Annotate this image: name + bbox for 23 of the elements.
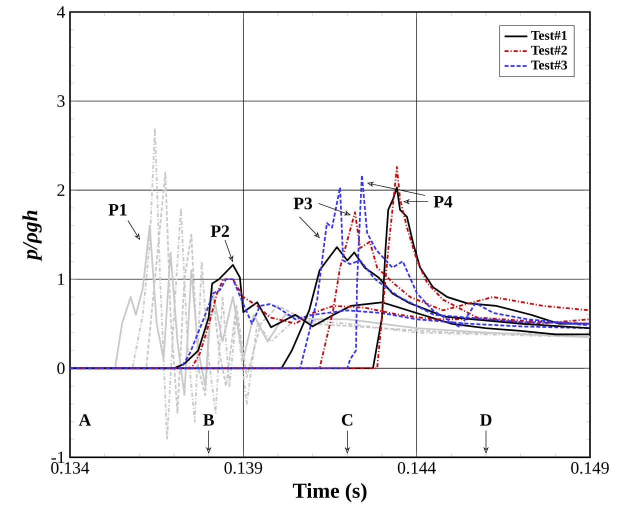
y-tick-label: 3 <box>57 95 65 108</box>
x-tick-label: 0.134 <box>51 462 90 474</box>
annotation: C <box>342 414 352 426</box>
y-tick-label: -1 <box>52 452 64 464</box>
x-tick-label: 0.139 <box>224 462 262 474</box>
y-tick-label: 0 <box>57 362 65 374</box>
annotation: P3 <box>294 198 312 210</box>
annotation: B <box>203 414 214 426</box>
x-axis-title: Time (s) <box>292 483 366 502</box>
legend-label: Test#3 <box>531 60 568 70</box>
y-tick-label: 1 <box>58 274 64 286</box>
annotation: P1 <box>108 204 127 216</box>
x-tick-label: 0.149 <box>571 462 609 474</box>
annotation: P4 <box>434 196 452 208</box>
y-tick-label: 2 <box>57 184 64 196</box>
legend-label: Test#2 <box>531 46 567 55</box>
annotation: A <box>78 414 92 426</box>
y-axis-title: p/ρgh <box>22 210 42 262</box>
y-tick-label: 4 <box>56 6 66 18</box>
annotation: D <box>480 414 492 426</box>
legend-label: Test#1 <box>531 31 567 40</box>
annotation: P2 <box>210 225 229 237</box>
x-tick-label: 0.144 <box>398 462 436 474</box>
